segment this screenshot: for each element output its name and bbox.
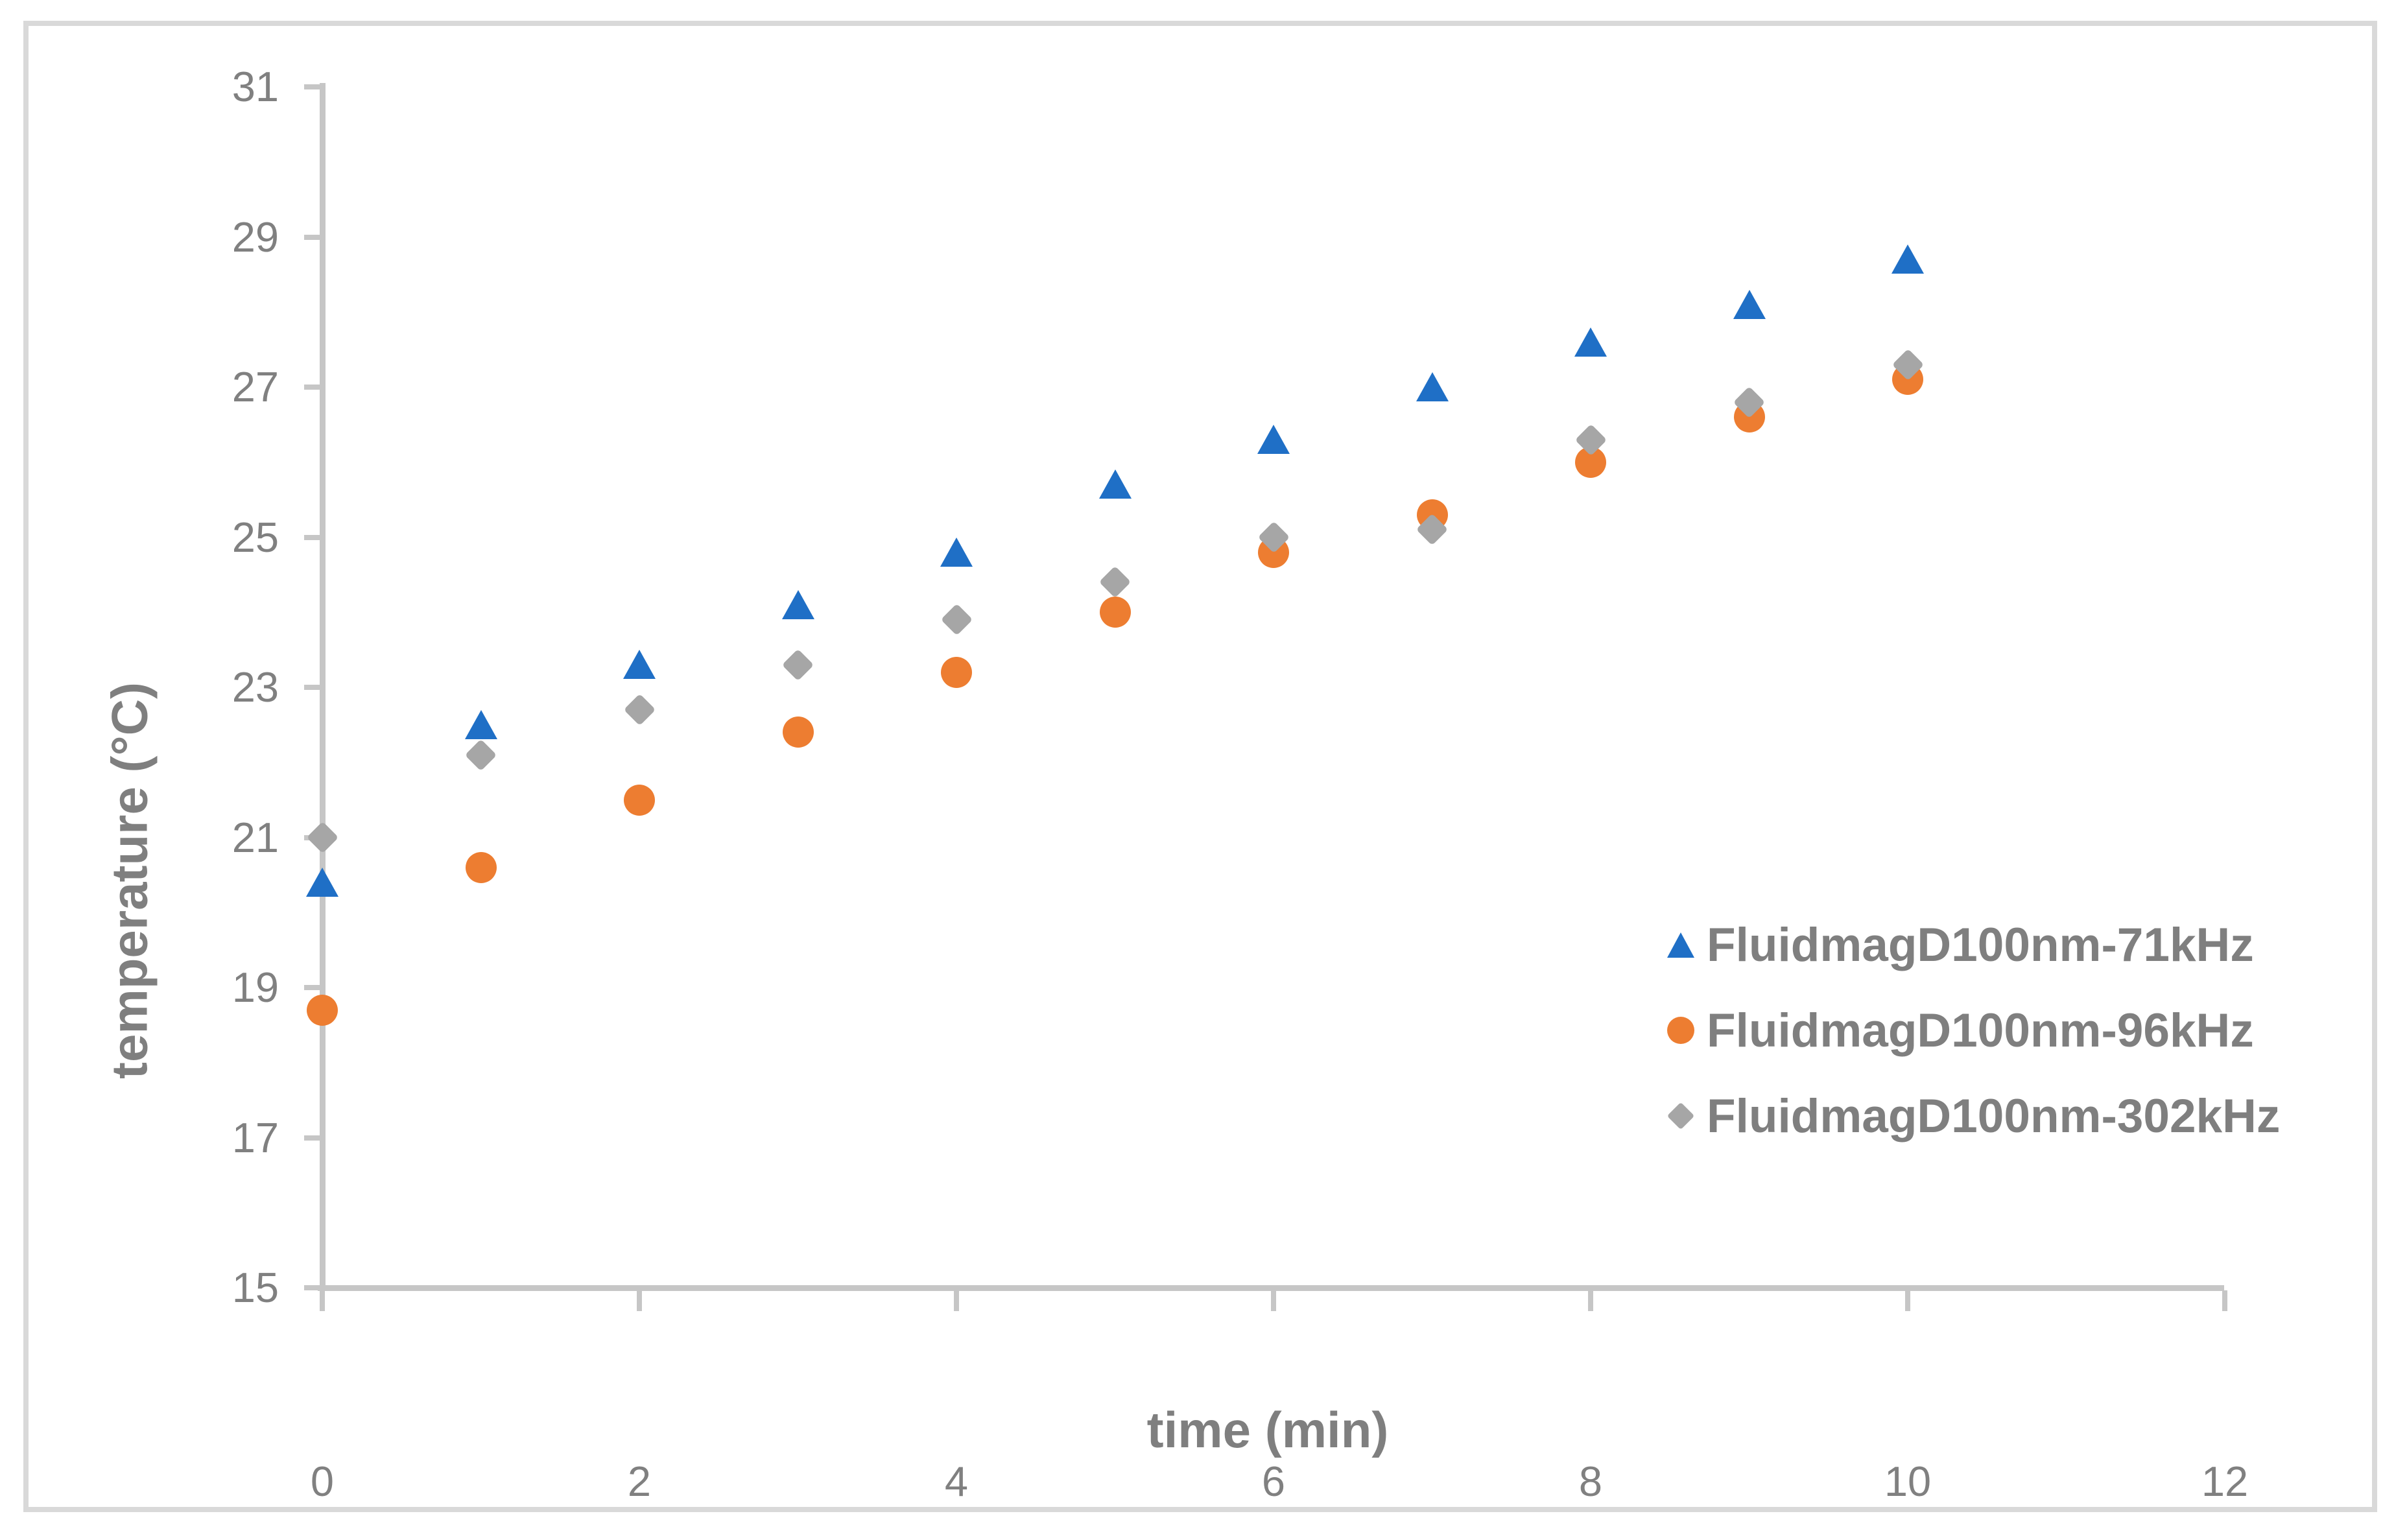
chart-border-frame (23, 21, 2377, 1512)
y-tick-mark-29 (304, 234, 322, 240)
data-point-FluidmagD100nm-71kHz-t7 (1416, 372, 1449, 401)
legend-label: FluidmagD100nm-302kHz (1707, 1089, 2281, 1143)
legend-item-FluidmagD100nm-96kHz: FluidmagD100nm-96kHz (1660, 988, 2280, 1073)
y-tick-label-23: 23 (231, 663, 279, 711)
x-tick-mark-6 (1271, 1290, 1276, 1311)
data-point-FluidmagD100nm-96kHz-t2 (624, 784, 655, 816)
y-tick-mark-27 (304, 385, 322, 390)
y-tick-mark-19 (304, 985, 322, 990)
y-tick-mark-31 (304, 84, 322, 89)
y-tick-label-21: 21 (231, 813, 279, 861)
y-tick-mark-17 (304, 1135, 322, 1141)
data-point-FluidmagD100nm-96kHz-t0 (307, 994, 338, 1026)
data-point-FluidmagD100nm-96kHz-t4 (941, 656, 972, 688)
x-tick-mark-4 (954, 1290, 959, 1311)
y-tick-mark-25 (304, 534, 322, 540)
x-tick-label-8: 8 (1578, 1458, 1603, 1505)
x-tick-label-10: 10 (1884, 1458, 1932, 1505)
data-point-FluidmagD100nm-71kHz-t2 (623, 650, 656, 680)
data-point-FluidmagD100nm-71kHz-t4 (940, 537, 973, 567)
y-tick-label-31: 31 (231, 63, 279, 110)
data-point-FluidmagD100nm-71kHz-t1 (464, 709, 497, 739)
y-tick-label-27: 27 (231, 363, 279, 410)
x-tick-mark-2 (637, 1290, 642, 1311)
y-tick-label-29: 29 (231, 213, 279, 261)
legend-label: FluidmagD100nm-96kHz (1707, 1004, 2254, 1057)
legend-label: FluidmagD100nm-71kHz (1707, 918, 2254, 971)
y-tick-label-17: 17 (231, 1113, 279, 1161)
y-axis-title: temperature (°C) (101, 682, 158, 1079)
legend-diamond-icon (1660, 1102, 1702, 1130)
data-point-FluidmagD100nm-71kHz-t9 (1733, 289, 1766, 319)
x-tick-mark-10 (1905, 1290, 1910, 1311)
data-point-FluidmagD100nm-71kHz-t3 (781, 589, 814, 619)
data-point-FluidmagD100nm-71kHz-t6 (1257, 425, 1290, 455)
y-tick-label-25: 25 (231, 513, 279, 561)
data-point-FluidmagD100nm-71kHz-t8 (1574, 327, 1607, 357)
legend: FluidmagD100nm-71kHz FluidmagD100nm-96kHz… (1660, 902, 2280, 1159)
y-tick-mark-15 (304, 1285, 322, 1290)
legend-item-FluidmagD100nm-302kHz: FluidmagD100nm-302kHz (1660, 1073, 2280, 1159)
x-axis-line (318, 1285, 2224, 1291)
y-tick-label-19: 19 (231, 964, 279, 1011)
x-tick-label-6: 6 (1261, 1458, 1286, 1505)
y-axis-line (320, 83, 326, 1290)
x-tick-mark-0 (320, 1290, 325, 1311)
data-point-FluidmagD100nm-96kHz-t3 (782, 717, 814, 748)
x-tick-mark-12 (2222, 1290, 2227, 1311)
x-tick-mark-8 (1588, 1290, 1593, 1311)
data-point-FluidmagD100nm-71kHz-t0 (306, 867, 338, 897)
legend-triangle-icon (1660, 932, 1702, 958)
y-tick-label-15: 15 (231, 1264, 279, 1311)
data-point-FluidmagD100nm-71kHz-t10 (1891, 244, 1924, 274)
x-axis-title: time (min) (1146, 1401, 1389, 1458)
x-tick-label-4: 4 (944, 1458, 969, 1505)
data-point-FluidmagD100nm-96kHz-t5 (1099, 597, 1131, 628)
x-tick-label-0: 0 (310, 1458, 335, 1505)
x-tick-label-12: 12 (2201, 1458, 2249, 1505)
data-point-FluidmagD100nm-96kHz-t1 (465, 851, 497, 883)
y-tick-mark-23 (304, 685, 322, 690)
data-point-FluidmagD100nm-71kHz-t5 (1098, 469, 1132, 499)
legend-item-FluidmagD100nm-71kHz: FluidmagD100nm-71kHz (1660, 902, 2280, 988)
legend-circle-icon (1660, 1017, 1702, 1044)
x-tick-label-2: 2 (627, 1458, 652, 1505)
